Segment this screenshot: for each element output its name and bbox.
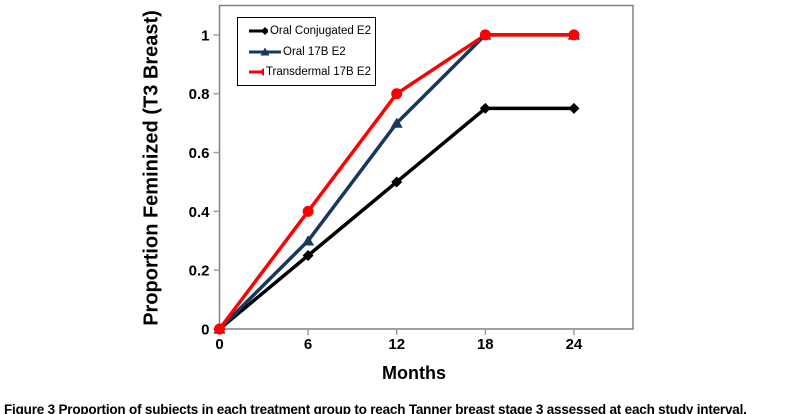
diamond-marker-icon	[261, 27, 268, 35]
x-axis-title: Months	[382, 363, 446, 383]
circle-marker	[302, 205, 314, 217]
legend-label: Oral Conjugated E2	[269, 25, 371, 37]
triangle-marker	[302, 235, 315, 246]
plot-border	[218, 4, 634, 330]
x-tick-label: 18	[477, 336, 494, 353]
triangle-marker	[390, 117, 403, 128]
legend-label: Oral 17B E2	[283, 45, 346, 58]
legend-item-oral-17b-e2: Oral 17B E2	[249, 44, 371, 60]
y-tick-label: 1	[201, 27, 209, 44]
circle-line-swatch-icon	[249, 68, 264, 76]
circle-marker	[391, 88, 403, 100]
y-axis-title: Proportion Feminized (T3 Breast)	[140, 10, 163, 326]
diamond-marker	[302, 249, 314, 261]
circle-marker	[568, 29, 580, 41]
diamond-marker	[568, 102, 580, 114]
figure-caption: Figure 3 Proportion of subjects in each …	[4, 402, 792, 414]
y-tick-label: 0.2	[189, 263, 210, 280]
x-tick-label: 24	[566, 336, 583, 353]
figure-caption-label: Figure 3	[4, 401, 55, 414]
diamond-line-swatch-icon	[249, 27, 268, 35]
x-tick-label: 0	[215, 336, 223, 353]
legend-label: Transdermal 17B E2	[265, 66, 371, 78]
series-line-oral-conjugated-e2	[217, 106, 576, 331]
diamond-marker	[479, 102, 491, 114]
x-tick-label: 12	[388, 336, 405, 353]
chart-legend: Oral Conjugated E2 Oral 17B E2 Transdermal…	[237, 17, 376, 86]
line-chart: 0 0.2 0.4 0.6 0.8 1 0 6 12 18 24	[189, 4, 634, 353]
circle-marker-icon	[261, 68, 264, 76]
figure-caption-text: Proportion of subjects in each treatment…	[58, 401, 747, 414]
triangle-line-swatch-icon	[249, 47, 281, 55]
triangle-marker-icon	[260, 47, 270, 55]
circle-marker	[214, 323, 225, 335]
y-tick-label: 0.8	[189, 86, 210, 103]
y-tick-label: 0.6	[189, 145, 210, 162]
circle-marker	[479, 29, 491, 41]
y-tick-label: 0.4	[189, 204, 211, 221]
legend-item-oral-conjugated-e2: Oral Conjugated E2	[249, 23, 371, 39]
diamond-marker	[391, 176, 403, 188]
legend-item-transdermal-17b-e2: Transdermal 17B E2	[249, 64, 371, 80]
x-tick-label: 6	[304, 336, 312, 353]
y-tick-label: 0	[201, 322, 209, 339]
